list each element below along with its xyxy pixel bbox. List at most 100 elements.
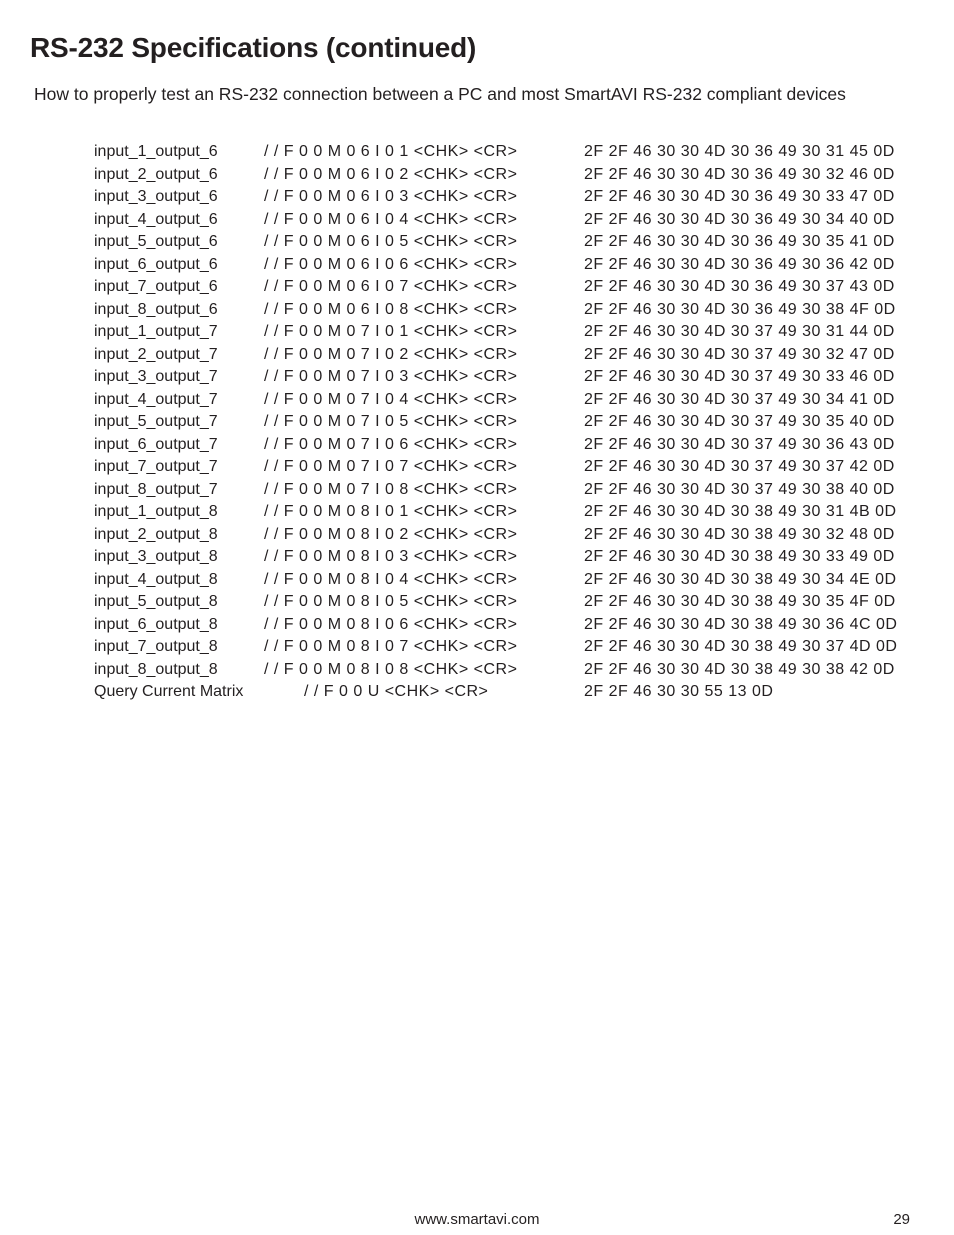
row-hex: 2F 2F 46 30 30 4D 30 36 49 30 33 47 0D — [584, 186, 897, 209]
row-command: / / F 0 0 M 0 7 I 0 1 <CHK> <CR> — [264, 321, 584, 344]
table-row: input_3_output_8/ / F 0 0 M 0 8 I 0 3 <C… — [94, 546, 897, 569]
row-hex: 2F 2F 46 30 30 4D 30 37 49 30 37 42 0D — [584, 456, 897, 479]
table-row: input_5_output_6/ / F 0 0 M 0 6 I 0 5 <C… — [94, 231, 897, 254]
row-command: / / F 0 0 M 0 8 I 0 6 <CHK> <CR> — [264, 614, 584, 637]
table-row: input_3_output_7/ / F 0 0 M 0 7 I 0 3 <C… — [94, 366, 897, 389]
row-label: input_6_output_6 — [94, 254, 264, 277]
row-hex: 2F 2F 46 30 30 4D 30 38 49 30 35 4F 0D — [584, 591, 897, 614]
row-label: input_1_output_7 — [94, 321, 264, 344]
row-command: / / F 0 0 M 0 7 I 0 5 <CHK> <CR> — [264, 411, 584, 434]
row-label: input_3_output_7 — [94, 366, 264, 389]
table-row: input_8_output_7/ / F 0 0 M 0 7 I 0 8 <C… — [94, 479, 897, 502]
row-command: / / F 0 0 M 0 8 I 0 5 <CHK> <CR> — [264, 591, 584, 614]
row-hex: 2F 2F 46 30 30 4D 30 37 49 30 32 47 0D — [584, 344, 897, 367]
row-hex: 2F 2F 46 30 30 4D 30 38 49 30 32 48 0D — [584, 524, 897, 547]
row-label: input_5_output_8 — [94, 591, 264, 614]
table-row: input_1_output_6/ / F 0 0 M 0 6 I 0 1 <C… — [94, 141, 897, 164]
row-label: input_8_output_8 — [94, 659, 264, 682]
table-row: input_5_output_8/ / F 0 0 M 0 8 I 0 5 <C… — [94, 591, 897, 614]
row-command: / / F 0 0 M 0 7 I 0 6 <CHK> <CR> — [264, 434, 584, 457]
table-row: input_2_output_6/ / F 0 0 M 0 6 I 0 2 <C… — [94, 164, 897, 187]
table-row: input_8_output_8/ / F 0 0 M 0 8 I 0 8 <C… — [94, 659, 897, 682]
row-command: / / F 0 0 M 0 8 I 0 4 <CHK> <CR> — [264, 569, 584, 592]
row-label: input_7_output_7 — [94, 456, 264, 479]
spec-table-wrap: input_1_output_6/ / F 0 0 M 0 6 I 0 1 <C… — [94, 141, 924, 704]
table-row: input_8_output_6/ / F 0 0 M 0 6 I 0 8 <C… — [94, 299, 897, 322]
row-label: input_7_output_6 — [94, 276, 264, 299]
row-command: / / F 0 0 U <CHK> <CR> — [264, 681, 584, 704]
table-row: input_1_output_8/ / F 0 0 M 0 8 I 0 1 <C… — [94, 501, 897, 524]
page-title: RS-232 Specifications (continued) — [30, 32, 924, 64]
row-hex: 2F 2F 46 30 30 4D 30 36 49 30 37 43 0D — [584, 276, 897, 299]
row-label: input_6_output_7 — [94, 434, 264, 457]
row-label: input_3_output_6 — [94, 186, 264, 209]
row-label: Query Current Matrix — [94, 681, 264, 704]
table-row: input_2_output_8/ / F 0 0 M 0 8 I 0 2 <C… — [94, 524, 897, 547]
table-row: input_6_output_7/ / F 0 0 M 0 7 I 0 6 <C… — [94, 434, 897, 457]
row-command: / / F 0 0 M 0 8 I 0 7 <CHK> <CR> — [264, 636, 584, 659]
row-hex: 2F 2F 46 30 30 4D 30 37 49 30 33 46 0D — [584, 366, 897, 389]
spec-table: input_1_output_6/ / F 0 0 M 0 6 I 0 1 <C… — [94, 141, 897, 704]
row-hex: 2F 2F 46 30 30 4D 30 36 49 30 36 42 0D — [584, 254, 897, 277]
row-command: / / F 0 0 M 0 6 I 0 5 <CHK> <CR> — [264, 231, 584, 254]
row-label: input_1_output_8 — [94, 501, 264, 524]
table-row: input_7_output_8/ / F 0 0 M 0 8 I 0 7 <C… — [94, 636, 897, 659]
row-command: / / F 0 0 M 0 7 I 0 8 <CHK> <CR> — [264, 479, 584, 502]
row-label: input_4_output_7 — [94, 389, 264, 412]
page: RS-232 Specifications (continued) How to… — [0, 0, 954, 1235]
row-hex: 2F 2F 46 30 30 4D 30 38 49 30 31 4B 0D — [584, 501, 897, 524]
row-label: input_5_output_6 — [94, 231, 264, 254]
row-label: input_3_output_8 — [94, 546, 264, 569]
row-command: / / F 0 0 M 0 6 I 0 4 <CHK> <CR> — [264, 209, 584, 232]
table-row: input_3_output_6/ / F 0 0 M 0 6 I 0 3 <C… — [94, 186, 897, 209]
row-command: / / F 0 0 M 0 7 I 0 2 <CHK> <CR> — [264, 344, 584, 367]
row-command: / / F 0 0 M 0 7 I 0 3 <CHK> <CR> — [264, 366, 584, 389]
row-command: / / F 0 0 M 0 8 I 0 3 <CHK> <CR> — [264, 546, 584, 569]
row-hex: 2F 2F 46 30 30 4D 30 37 49 30 36 43 0D — [584, 434, 897, 457]
table-row: input_4_output_8/ / F 0 0 M 0 8 I 0 4 <C… — [94, 569, 897, 592]
row-label: input_1_output_6 — [94, 141, 264, 164]
row-hex: 2F 2F 46 30 30 4D 30 38 49 30 37 4D 0D — [584, 636, 897, 659]
row-hex: 2F 2F 46 30 30 55 13 0D — [584, 681, 897, 704]
row-label: input_2_output_8 — [94, 524, 264, 547]
row-label: input_4_output_6 — [94, 209, 264, 232]
row-command: / / F 0 0 M 0 6 I 0 2 <CHK> <CR> — [264, 164, 584, 187]
row-command: / / F 0 0 M 0 6 I 0 7 <CHK> <CR> — [264, 276, 584, 299]
table-row: input_5_output_7/ / F 0 0 M 0 7 I 0 5 <C… — [94, 411, 897, 434]
row-command: / / F 0 0 M 0 6 I 0 3 <CHK> <CR> — [264, 186, 584, 209]
row-hex: 2F 2F 46 30 30 4D 30 36 49 30 34 40 0D — [584, 209, 897, 232]
row-hex: 2F 2F 46 30 30 4D 30 38 49 30 38 42 0D — [584, 659, 897, 682]
row-hex: 2F 2F 46 30 30 4D 30 37 49 30 35 40 0D — [584, 411, 897, 434]
table-row: input_1_output_7/ / F 0 0 M 0 7 I 0 1 <C… — [94, 321, 897, 344]
table-row: input_4_output_7/ / F 0 0 M 0 7 I 0 4 <C… — [94, 389, 897, 412]
table-row: input_7_output_6/ / F 0 0 M 0 6 I 0 7 <C… — [94, 276, 897, 299]
row-command: / / F 0 0 M 0 7 I 0 4 <CHK> <CR> — [264, 389, 584, 412]
row-command: / / F 0 0 M 0 6 I 0 8 <CHK> <CR> — [264, 299, 584, 322]
row-hex: 2F 2F 46 30 30 4D 30 38 49 30 34 4E 0D — [584, 569, 897, 592]
table-row: input_6_output_8/ / F 0 0 M 0 8 I 0 6 <C… — [94, 614, 897, 637]
row-command: / / F 0 0 M 0 8 I 0 2 <CHK> <CR> — [264, 524, 584, 547]
row-hex: 2F 2F 46 30 30 4D 30 36 49 30 35 41 0D — [584, 231, 897, 254]
row-hex: 2F 2F 46 30 30 4D 30 36 49 30 32 46 0D — [584, 164, 897, 187]
row-label: input_8_output_7 — [94, 479, 264, 502]
row-hex: 2F 2F 46 30 30 4D 30 37 49 30 38 40 0D — [584, 479, 897, 502]
row-hex: 2F 2F 46 30 30 4D 30 37 49 30 31 44 0D — [584, 321, 897, 344]
table-row: input_6_output_6/ / F 0 0 M 0 6 I 0 6 <C… — [94, 254, 897, 277]
table-row: Query Current Matrix/ / F 0 0 U <CHK> <C… — [94, 681, 897, 704]
row-command: / / F 0 0 M 0 8 I 0 1 <CHK> <CR> — [264, 501, 584, 524]
row-label: input_5_output_7 — [94, 411, 264, 434]
page-subtitle: How to properly test an RS-232 connectio… — [34, 84, 924, 105]
row-hex: 2F 2F 46 30 30 4D 30 37 49 30 34 41 0D — [584, 389, 897, 412]
table-row: input_4_output_6/ / F 0 0 M 0 6 I 0 4 <C… — [94, 209, 897, 232]
row-command: / / F 0 0 M 0 8 I 0 8 <CHK> <CR> — [264, 659, 584, 682]
row-command: / / F 0 0 M 0 6 I 0 1 <CHK> <CR> — [264, 141, 584, 164]
row-label: input_2_output_6 — [94, 164, 264, 187]
row-hex: 2F 2F 46 30 30 4D 30 38 49 30 33 49 0D — [584, 546, 897, 569]
row-label: input_6_output_8 — [94, 614, 264, 637]
row-hex: 2F 2F 46 30 30 4D 30 36 49 30 31 45 0D — [584, 141, 897, 164]
row-label: input_4_output_8 — [94, 569, 264, 592]
row-label: input_2_output_7 — [94, 344, 264, 367]
row-label: input_8_output_6 — [94, 299, 264, 322]
row-command: / / F 0 0 M 0 6 I 0 6 <CHK> <CR> — [264, 254, 584, 277]
row-label: input_7_output_8 — [94, 636, 264, 659]
